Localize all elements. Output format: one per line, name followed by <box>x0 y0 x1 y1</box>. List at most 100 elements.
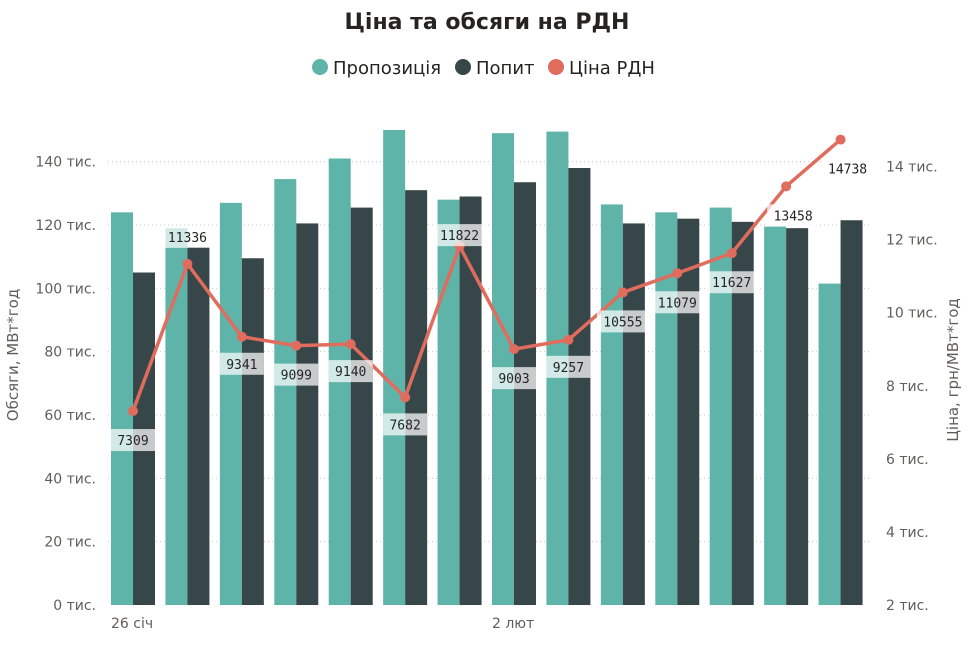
price-data-label: 7309 <box>117 434 148 449</box>
left-tick-label: 140 тис. <box>35 155 96 171</box>
bar-supply[interactable] <box>818 283 841 605</box>
price-data-label: 14738 <box>828 163 867 178</box>
price-label-bg <box>383 413 428 436</box>
bar-demand[interactable] <box>241 258 264 605</box>
bar-demand[interactable] <box>677 218 700 605</box>
bar-demand[interactable] <box>459 196 482 606</box>
price-data-label: 9341 <box>226 358 257 373</box>
price-data-label: 9003 <box>498 372 529 387</box>
price-point[interactable] <box>236 331 247 342</box>
bar-supply[interactable] <box>219 202 242 606</box>
price-point[interactable] <box>345 339 356 350</box>
bar-demand[interactable] <box>786 228 809 605</box>
bar-series <box>111 130 863 606</box>
legend-item-supply[interactable]: Пропозиція <box>312 58 441 79</box>
bar-demand[interactable] <box>350 207 373 606</box>
legend-marker-price <box>548 59 564 75</box>
bar-demand[interactable] <box>296 223 319 605</box>
legend-label-demand: Попит <box>476 58 535 79</box>
price-point[interactable] <box>672 268 683 279</box>
right-tick-label: 14 тис. <box>886 160 938 176</box>
bar-supply[interactable] <box>600 204 623 605</box>
price-label-bg <box>111 429 155 452</box>
legend-marker-supply <box>312 59 328 75</box>
price-label-bg <box>492 367 536 390</box>
price-data-label: 11336 <box>168 231 207 246</box>
bar-demand[interactable] <box>568 168 591 605</box>
price-data-label: 9140 <box>335 365 366 380</box>
price-label-bg <box>705 271 758 294</box>
price-label-bg <box>219 352 264 375</box>
x-axis-ticks: 26 січ 2 лют <box>111 616 534 632</box>
price-label-bg <box>546 355 591 378</box>
legend-label-supply: Пропозиція <box>333 58 441 79</box>
price-data-label: 13458 <box>774 209 813 224</box>
price-point[interactable] <box>291 340 302 351</box>
x-tick-label: 2 лют <box>492 616 534 632</box>
bar-supply[interactable] <box>709 207 732 606</box>
legend-label-price: Ціна РДН <box>569 58 655 79</box>
chart-title: Ціна та обсяги на РДН <box>345 10 630 35</box>
price-point[interactable] <box>617 287 628 298</box>
left-tick-label: 120 тис. <box>35 218 96 234</box>
left-axis-title: Обсяги, МВт*год <box>4 289 22 421</box>
bar-demand[interactable] <box>622 223 645 605</box>
price-label-bg <box>821 157 874 180</box>
price-data-label: 10555 <box>603 315 642 330</box>
bar-demand[interactable] <box>731 221 754 606</box>
left-tick-label: 0 тис. <box>53 598 96 614</box>
price-point[interactable] <box>182 258 193 269</box>
price-data-label: 11627 <box>712 276 751 291</box>
price-data-label: 7682 <box>389 418 420 433</box>
bar-demand[interactable] <box>514 182 536 605</box>
right-tick-label: 12 тис. <box>886 233 938 249</box>
left-tick-label: 100 тис. <box>35 281 96 297</box>
bar-demand[interactable] <box>405 190 428 605</box>
bar-supply[interactable] <box>274 179 297 606</box>
bar-supply[interactable] <box>383 130 406 605</box>
price-label-bg <box>161 225 214 248</box>
legend-item-price[interactable]: Ціна РДН <box>548 58 655 79</box>
price-point[interactable] <box>400 392 411 403</box>
bar-supply[interactable] <box>764 226 787 606</box>
price-point[interactable] <box>563 334 574 345</box>
price-line <box>131 138 842 412</box>
left-tick-label: 80 тис. <box>44 345 96 361</box>
price-data-label: 11079 <box>658 296 697 311</box>
x-tick-label: 26 січ <box>111 616 153 632</box>
left-axis-ticks: 0 тис. 20 тис. 40 тис. 60 тис. 80 тис. 100 ти… <box>35 155 96 614</box>
right-axis-title: Ціна, грн/МВт*год <box>944 298 962 442</box>
legend-marker-demand <box>455 59 471 75</box>
right-tick-label: 4 тис. <box>886 525 929 541</box>
price-point[interactable] <box>835 134 846 145</box>
price-label-bg <box>596 310 649 333</box>
price-data-label: 9099 <box>281 369 312 384</box>
bar-demand[interactable] <box>187 247 210 605</box>
bar-supply[interactable] <box>165 228 188 605</box>
price-point[interactable] <box>509 344 519 355</box>
left-tick-label: 40 тис. <box>44 471 96 487</box>
bar-demand[interactable] <box>840 220 863 605</box>
price-label-bg <box>274 363 319 386</box>
price-label-bg <box>328 360 373 383</box>
price-label-bg <box>433 224 486 247</box>
bar-supply[interactable] <box>437 199 460 605</box>
right-tick-label: 6 тис. <box>886 452 929 468</box>
price-point[interactable] <box>726 248 737 259</box>
price-point[interactable] <box>781 181 792 192</box>
price-point[interactable] <box>128 406 138 417</box>
right-tick-label: 2 тис. <box>886 598 929 614</box>
left-tick-label: 60 тис. <box>44 408 96 424</box>
legend: Пропозиція Попит Ціна РДН <box>312 58 655 79</box>
gridlines <box>108 161 870 543</box>
right-tick-label: 10 тис. <box>886 306 938 322</box>
price-label-bg <box>767 204 820 227</box>
price-label-bg <box>651 291 704 314</box>
bar-supply[interactable] <box>111 212 133 606</box>
legend-item-demand[interactable]: Попит <box>455 58 535 79</box>
left-tick-label: 20 тис. <box>44 535 96 551</box>
right-tick-label: 8 тис. <box>886 379 929 395</box>
price-data-label: 9257 <box>553 361 584 376</box>
